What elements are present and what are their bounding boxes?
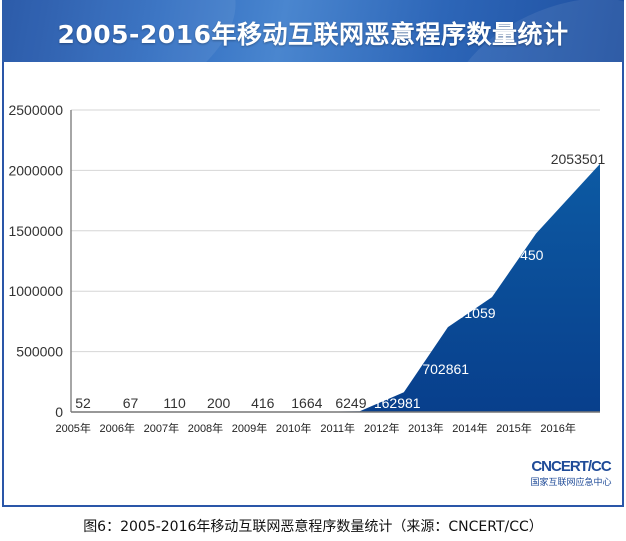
y-tick-label: 1500000 bbox=[8, 223, 63, 239]
data-label: 200 bbox=[207, 395, 231, 411]
x-tick-label: 2009年 bbox=[232, 421, 267, 435]
data-label: 52 bbox=[75, 395, 91, 411]
y-tick-label: 2500000 bbox=[8, 102, 63, 118]
data-label: 416 bbox=[251, 395, 275, 411]
y-tick-label: 500000 bbox=[16, 344, 63, 360]
y-tick-label: 0 bbox=[55, 404, 63, 420]
x-tick-label: 2008年 bbox=[188, 421, 223, 435]
area-series bbox=[95, 163, 600, 412]
x-tick-label: 2013年 bbox=[408, 421, 443, 435]
data-labels: 52 67 110 200 416 1664 6249 162981 702861 951059 1… bbox=[75, 151, 605, 411]
x-tick-label: 2016年 bbox=[540, 421, 575, 435]
x-tick-label: 2007年 bbox=[144, 421, 179, 435]
data-label: 702861 bbox=[422, 361, 469, 377]
data-label: 67 bbox=[123, 395, 139, 411]
cncert-logo: CNCERT/CC 国家互联网应急中心 bbox=[521, 458, 621, 488]
y-tick-label: 1000000 bbox=[8, 283, 63, 299]
x-tick-label: 2010年 bbox=[276, 421, 311, 435]
logo-main-text: CNCERT/CC bbox=[531, 458, 611, 475]
chart-header: 2005-2016年移动互联网恶意程序数量统计 bbox=[2, 0, 624, 62]
y-tick-labels: 0 500000 1000000 1500000 2000000 2500000 bbox=[8, 102, 63, 420]
data-label: 162981 bbox=[374, 395, 421, 411]
x-tick-label: 2015年 bbox=[496, 421, 531, 435]
x-tick-label: 2011年 bbox=[320, 421, 355, 435]
x-tick-label: 2005年 bbox=[55, 421, 90, 435]
x-tick-labels: 2005年 2006年 2007年 2008年 2009年 2010年 2011年 2012年… bbox=[55, 421, 575, 435]
data-label: 6249 bbox=[335, 395, 366, 411]
chart-frame bbox=[2, 2, 624, 507]
x-tick-label: 2006年 bbox=[100, 421, 135, 435]
data-label: 110 bbox=[163, 395, 186, 411]
data-label: 1664 bbox=[291, 395, 322, 411]
y-tick-label: 2000000 bbox=[8, 162, 63, 178]
data-label: 951059 bbox=[449, 305, 496, 321]
logo-sub-text: 国家互联网应急中心 bbox=[530, 478, 612, 488]
figure-caption: 图6：2005-2016年移动互联网恶意程序数量统计（来源：CNCERT/CC） bbox=[83, 519, 543, 535]
data-label: 1477450 bbox=[489, 247, 544, 263]
data-label: 2053501 bbox=[551, 151, 606, 167]
chart-title: 2005-2016年移动互联网恶意程序数量统计 bbox=[57, 20, 569, 49]
x-tick-label: 2014年 bbox=[452, 421, 487, 435]
x-tick-label: 2012年 bbox=[364, 421, 399, 435]
